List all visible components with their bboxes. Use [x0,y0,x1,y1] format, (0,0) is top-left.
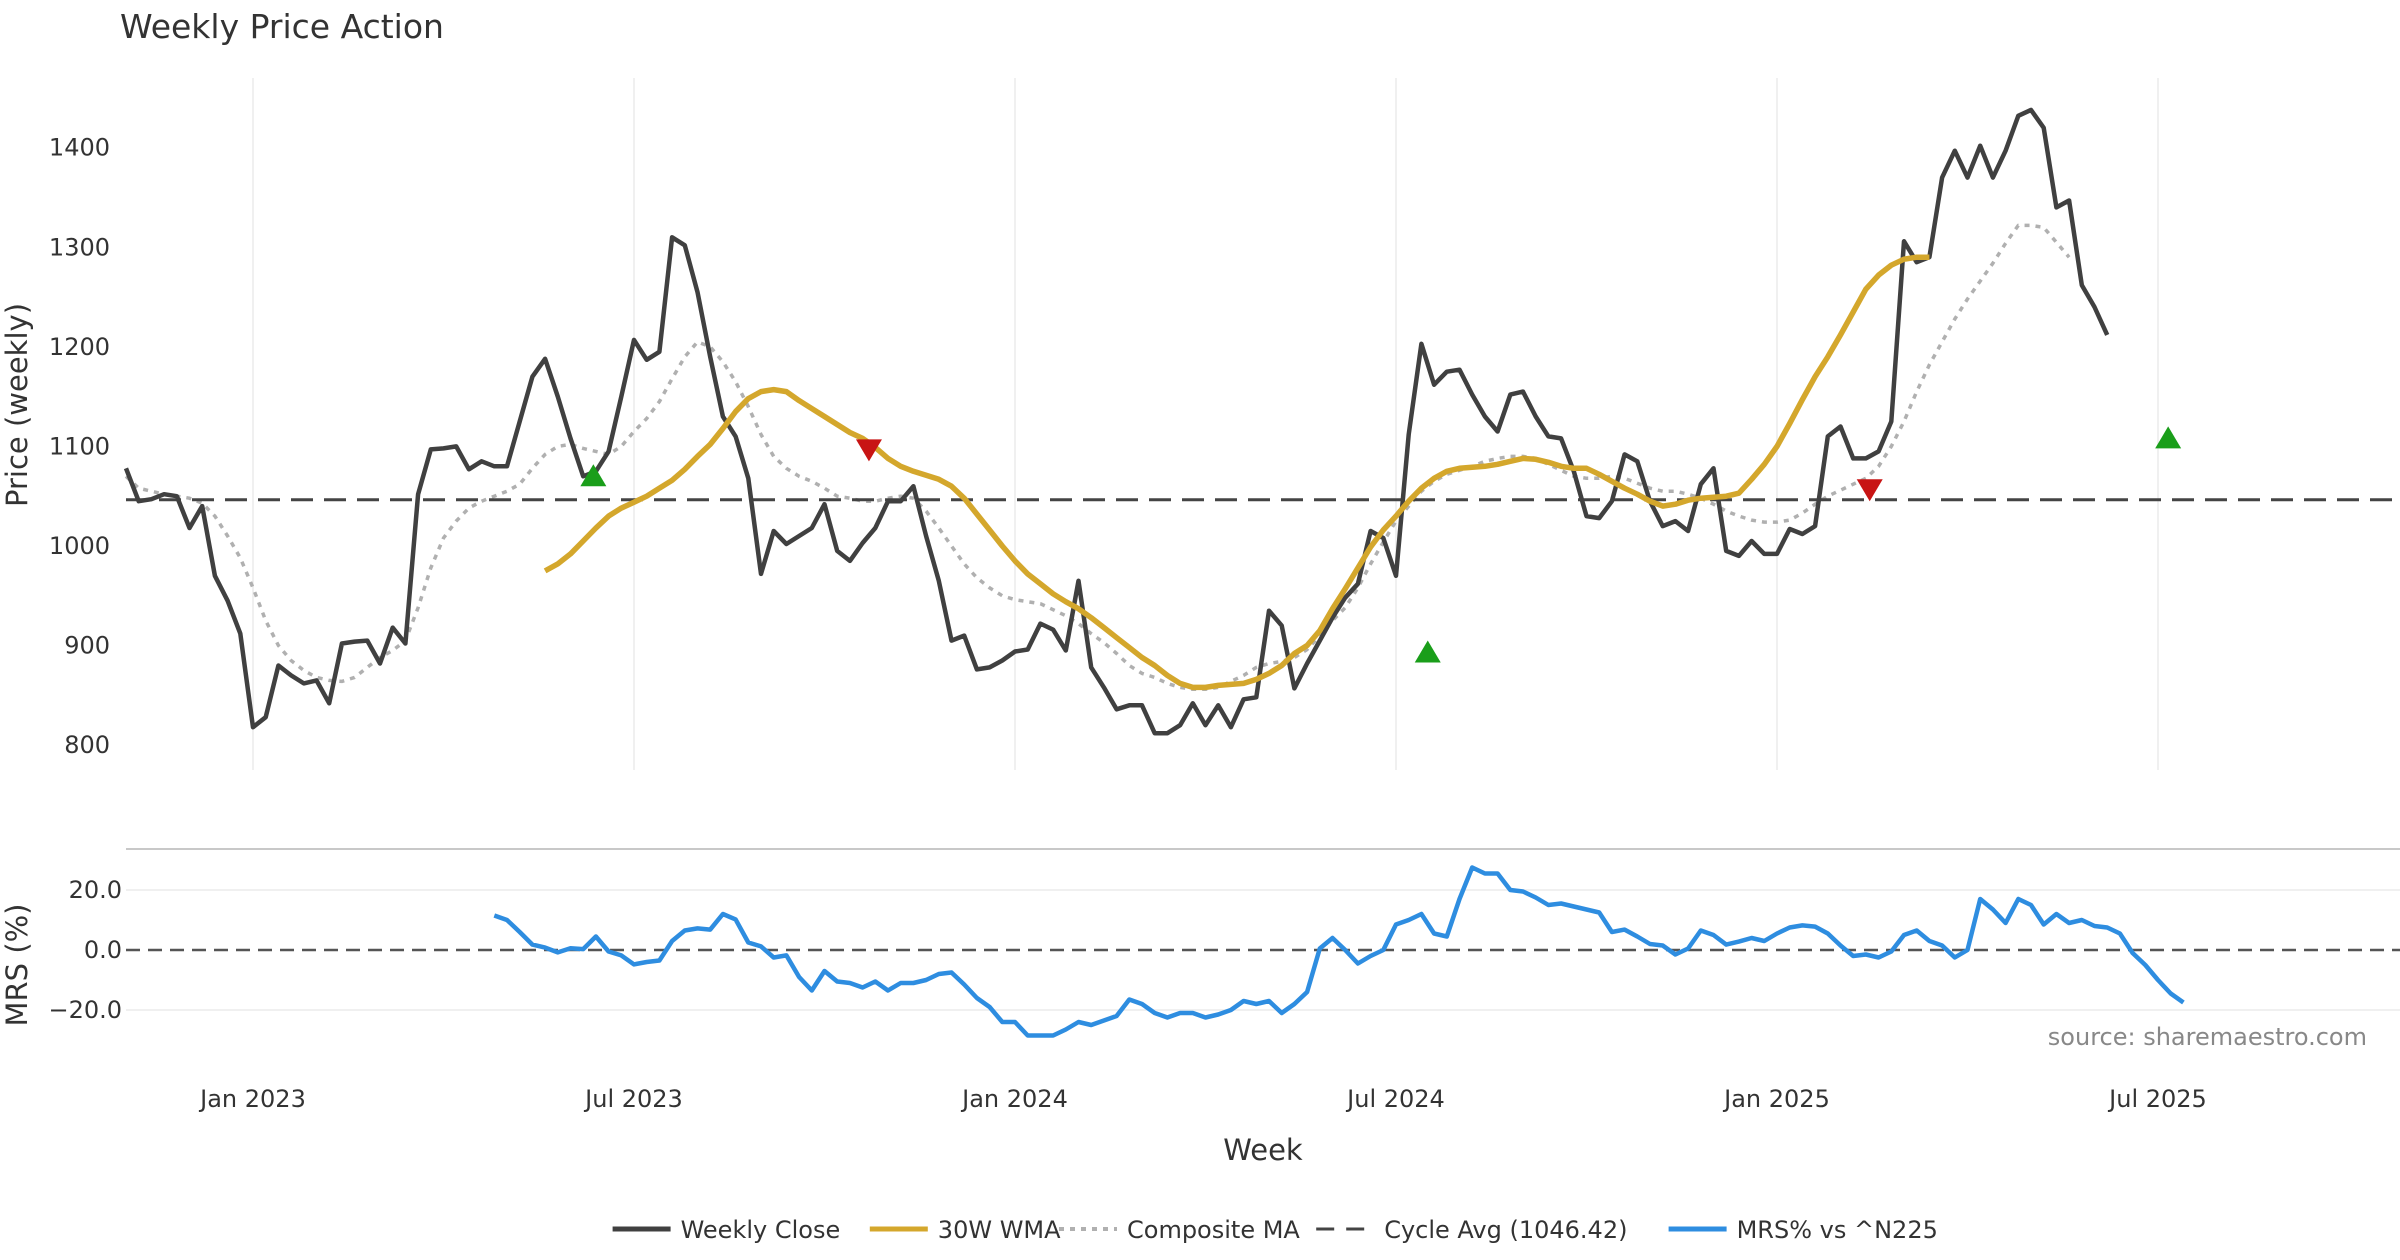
legend-label: MRS% vs ^N225 [1737,1216,1938,1244]
x-tick-label: Jul 2025 [2107,1085,2207,1113]
chart-legend: Weekly Close 30W WMA Composite MA Cycle Avg… [612,1216,1938,1244]
x-tick-label: Jan 2025 [1722,1085,1830,1113]
mrs-axis-ticks: 20.0 0.0 −20.0 [48,876,122,1024]
y-tick-label: 1100 [49,432,110,460]
upper-plot-grid [252,78,2159,770]
legend-label: Composite MA [1127,1216,1300,1244]
mrs-tick-label: 20.0 [69,876,122,904]
mrs-line [493,865,2185,1038]
buy-signal-marker [580,464,607,487]
source-note: source: sharemaestro.com [2048,1023,2367,1051]
y-tick-label: 1400 [49,134,110,162]
week-axis-label: Week [1223,1133,1303,1167]
legend-label: Cycle Avg (1046.42) [1384,1216,1627,1244]
mrs-tick-label: 0.0 [84,936,122,964]
buy-signal-marker [2155,426,2182,449]
y-tick-label: 1000 [49,532,110,560]
y-tick-label: 900 [64,632,110,660]
chart-title: Weekly Price Action [120,7,444,46]
y-tick-label: 1200 [49,333,110,361]
composite-ma-line [124,223,2071,692]
mrs-axis-label: MRS (%) [0,904,34,1027]
buy-signal-marker [1414,640,1441,663]
week-axis-ticks: Jan 2023 Jul 2023 Jan 2024 Jul 2024 Jan 2025… [198,1085,2207,1113]
weekly-close-line [123,107,2110,736]
price-axis-label: Price (weekly) [0,303,34,507]
wma-30w-line [543,254,1930,691]
sell-signal-marker [855,439,882,462]
lower-plot-series [126,865,2400,1038]
lower-plot-grid [126,889,2400,1011]
signal-markers [580,426,2182,663]
x-tick-label: Jul 2023 [583,1085,683,1113]
legend-label: Weekly Close [681,1216,841,1244]
y-tick-label: 1300 [49,233,110,261]
sell-signal-marker [1856,479,1883,502]
upper-plot-series [123,107,2400,736]
y-tick-label: 800 [64,731,110,759]
x-tick-label: Jan 2024 [960,1085,1068,1113]
x-tick-label: Jan 2023 [198,1085,306,1113]
legend-label: 30W WMA [938,1216,1061,1244]
x-tick-label: Jul 2024 [1345,1085,1445,1113]
mrs-tick-label: −20.0 [48,996,122,1024]
price-axis-ticks: 800 900 1000 1100 1200 1300 1400 [49,134,110,759]
